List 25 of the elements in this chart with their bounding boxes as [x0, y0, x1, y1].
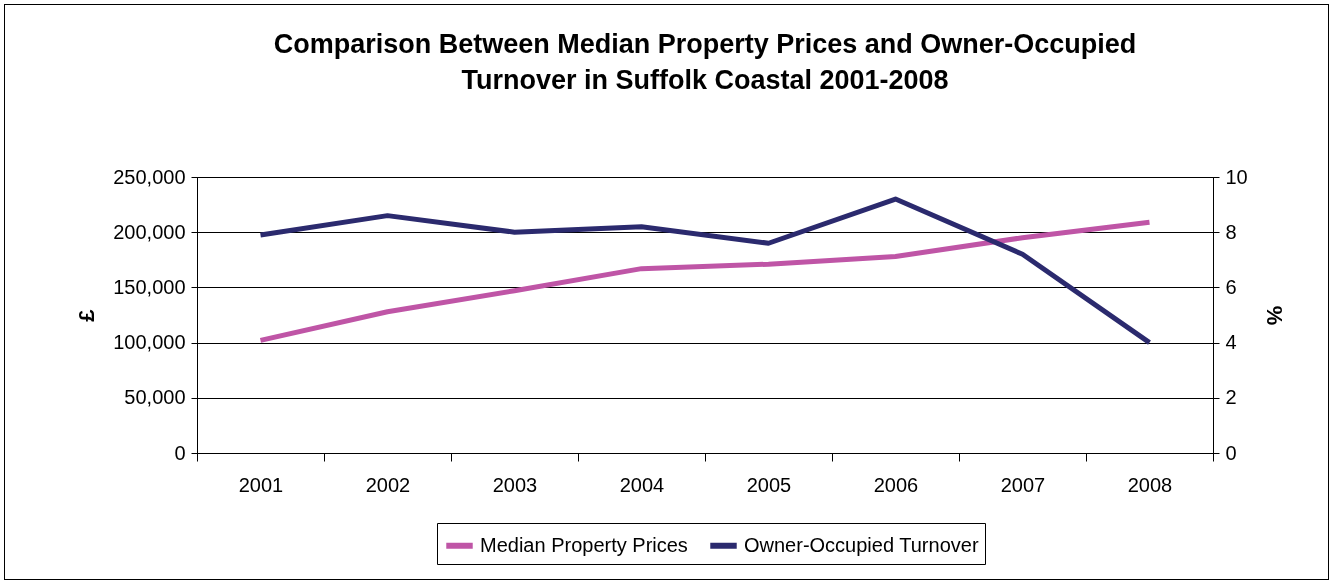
x-tick-label: 2004 [619, 473, 665, 496]
y-tick-label: 250,000 [113, 165, 186, 188]
y2-tick-label: 2 [1225, 386, 1237, 409]
legend-label: Owner-Occupied Turnover [744, 533, 979, 556]
x-tick-label: 2008 [1127, 473, 1173, 496]
y2-tick-label: 4 [1225, 331, 1237, 354]
x-tick-label: 2007 [1000, 473, 1046, 496]
legend-label: Median Property Prices [480, 533, 688, 556]
y-tick-label: 200,000 [113, 220, 186, 243]
y-tick-label: 150,000 [113, 275, 186, 298]
x-tick-label: 2006 [873, 473, 919, 496]
y-tick-label: 100,000 [113, 331, 186, 354]
y-axis-title: £ [74, 308, 100, 322]
x-tick-label: 2003 [492, 473, 538, 496]
y2-tick-label: 8 [1225, 220, 1237, 243]
x-tick-label: 2005 [746, 473, 792, 496]
y-tick-label: 50,000 [124, 386, 186, 409]
y2-tick-label: 0 [1225, 441, 1237, 464]
x-tick-label: 2002 [365, 473, 411, 496]
x-tick-label: 2001 [238, 473, 284, 496]
y-tick-label: 0 [174, 441, 186, 464]
y2-tick-label: 10 [1225, 165, 1248, 188]
chart-title: Comparison Between Median Property Prices and Owner-Occupied Turnover in Suffolk Coastal 2001-2008 [273, 29, 1137, 95]
y2-tick-label: 6 [1225, 275, 1237, 298]
y2-axis-title: % [1261, 305, 1287, 326]
